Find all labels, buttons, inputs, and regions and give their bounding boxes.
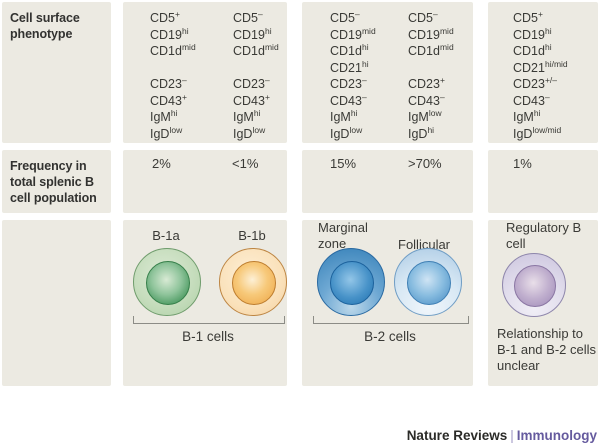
phenotype-marker: CD21hi/mid — [513, 58, 568, 75]
phenotype-marker: CD19hi — [150, 25, 189, 42]
phenotype-marker: IgMhi — [150, 107, 178, 124]
panel-b2-cells: Marginal zone Follicular B-2 cells — [302, 220, 473, 386]
marginal-zone-cell-nucleus — [330, 261, 374, 305]
phenotype-marker: CD5– — [330, 8, 360, 25]
phenotype-marker: IgDlow — [330, 124, 363, 141]
journal-credit-separator: | — [510, 428, 514, 443]
b1b-cell-diagram — [219, 248, 287, 316]
panel-regulatory-cells: Regulatory B cell Relationship to B-1 an… — [488, 220, 598, 386]
phenotype-marker: CD1dhi — [513, 41, 552, 58]
b2-group-label: B-2 cells — [364, 329, 416, 344]
phenotype-marker: IgDlow/mid — [513, 124, 562, 141]
frequency-b1a: 2% — [152, 156, 171, 171]
row-header-phenotype: Cell surface phenotype — [2, 2, 111, 143]
b1a-cell-nucleus — [146, 261, 190, 305]
panel-regulatory-phenotype: CD5+ CD19hi CD1dhi CD21hi/mid CD23+/– CD43– Ig… — [488, 2, 598, 143]
panel-regulatory-frequency: 1% — [488, 150, 598, 213]
phenotype-marker: CD43+ — [150, 91, 187, 108]
phenotype-list-b1b: CD5– CD19hi CD1dmid CD23– CD43+ IgMhi IgDlow — [233, 10, 311, 142]
journal-credit-title: Immunology — [516, 428, 597, 443]
phenotype-marker — [150, 60, 228, 77]
phenotype-marker: CD5– — [408, 8, 438, 25]
phenotype-list-marginal-zone: CD5– CD19mid CD1dhi CD21hi CD23– CD43– IgMhi Ig… — [330, 10, 408, 142]
b1b-cell-nucleus — [232, 261, 276, 305]
phenotype-marker — [408, 60, 486, 77]
phenotype-marker: CD23– — [330, 74, 367, 91]
frequency-marginal-zone: 15% — [330, 156, 357, 171]
phenotype-marker: CD19hi — [513, 25, 552, 42]
regulatory-cell-nucleus — [514, 265, 556, 307]
journal-credit: Nature Reviews | Immunology — [407, 428, 597, 443]
frequency-row-label: Frequency in total splenic B cell popula… — [10, 159, 97, 205]
phenotype-marker: CD23+/– — [513, 74, 558, 91]
phenotype-marker: CD5+ — [513, 8, 543, 25]
phenotype-marker: IgDlow — [233, 124, 266, 141]
phenotype-marker: CD43+ — [233, 91, 270, 108]
phenotype-marker: CD23– — [233, 74, 270, 91]
phenotype-marker: CD19mid — [330, 25, 376, 42]
panel-b2-phenotype: CD5– CD19mid CD1dhi CD21hi CD23– CD43– IgMhi Ig… — [302, 2, 473, 143]
row-header-frequency: Frequency in total splenic B cell popula… — [2, 150, 111, 213]
journal-credit-brand: Nature Reviews — [406, 428, 508, 443]
phenotype-marker: CD43– — [513, 91, 550, 108]
b1-group-bracket — [133, 316, 285, 324]
phenotype-marker: CD1dhi — [330, 41, 369, 58]
panel-b2-frequency: 15% >70% — [302, 150, 473, 213]
b1a-cell-diagram — [133, 248, 201, 316]
cell-label-b1b: B-1b — [238, 228, 266, 243]
phenotype-marker: CD43– — [408, 91, 445, 108]
phenotype-marker: CD19mid — [408, 25, 454, 42]
cell-label-marginal-zone: Marginal zone — [318, 220, 368, 251]
phenotype-marker: IgMhi — [233, 107, 261, 124]
phenotype-marker: CD5+ — [150, 8, 180, 25]
phenotype-marker: CD1dmid — [408, 41, 454, 58]
follicular-cell-nucleus — [407, 261, 451, 305]
panel-b1-phenotype: CD5+ CD19hi CD1dmid CD23– CD43+ IgMhi IgDlow C… — [123, 2, 287, 143]
phenotype-marker: IgDlow — [150, 124, 183, 141]
phenotype-marker: CD21hi — [330, 58, 369, 75]
phenotype-marker: CD43– — [330, 91, 367, 108]
frequency-follicular: >70% — [408, 156, 442, 171]
phenotype-marker: IgMhi — [513, 107, 541, 124]
phenotype-marker: CD5– — [233, 8, 263, 25]
phenotype-marker — [233, 60, 311, 77]
cell-label-regulatory: Regulatory B cell — [506, 220, 582, 251]
follicular-cell-diagram — [394, 248, 462, 316]
panel-b1-cells: B-1a B-1b B-1 cells — [123, 220, 287, 386]
phenotype-list-follicular: CD5– CD19mid CD1dmid CD23+ CD43– IgMlow IgDhi — [408, 10, 486, 142]
phenotype-list-regulatory: CD5+ CD19hi CD1dhi CD21hi/mid CD23+/– CD43– Ig… — [513, 10, 591, 142]
phenotype-marker: IgMlow — [408, 107, 442, 124]
phenotype-marker: IgMhi — [330, 107, 358, 124]
phenotype-marker: CD23– — [150, 74, 187, 91]
row-header-cells-empty — [2, 220, 111, 386]
phenotype-list-b1a: CD5+ CD19hi CD1dmid CD23– CD43+ IgMhi IgDlow — [150, 10, 228, 142]
phenotype-marker: CD23+ — [408, 74, 445, 91]
marginal-zone-cell-diagram — [317, 248, 385, 316]
frequency-regulatory: 1% — [513, 156, 532, 171]
frequency-b1b: <1% — [232, 156, 259, 171]
b1-group-label: B-1 cells — [182, 329, 234, 344]
phenotype-marker: CD1dmid — [150, 41, 196, 58]
panel-b1-frequency: 2% <1% — [123, 150, 287, 213]
regulatory-relationship-note: Relationship to B-1 and B-2 cells unclea… — [497, 326, 596, 373]
phenotype-row-label: Cell surface phenotype — [10, 11, 80, 41]
phenotype-marker: CD19hi — [233, 25, 272, 42]
b2-group-bracket — [313, 316, 469, 324]
phenotype-marker: IgDhi — [408, 124, 435, 141]
cell-label-b1a: B-1a — [152, 228, 180, 243]
phenotype-marker: CD1dmid — [233, 41, 279, 58]
regulatory-cell-diagram — [502, 253, 566, 317]
